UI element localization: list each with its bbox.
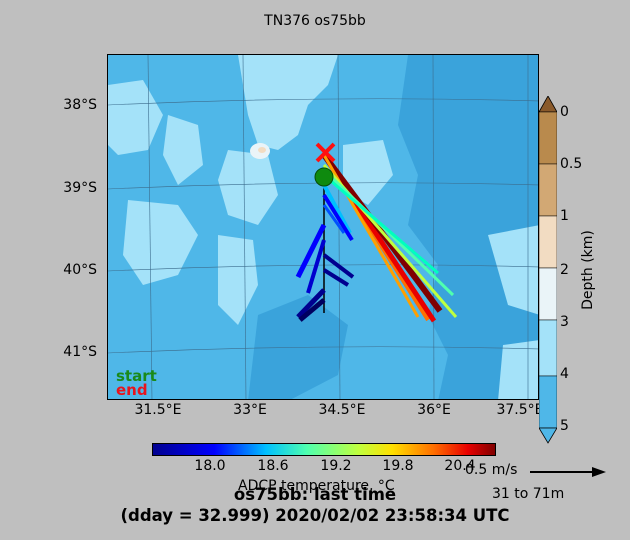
temp-tick-label: 20.4 <box>444 458 476 474</box>
footer-title-line2: (dday = 32.999) 2020/02/02 23:58:34 UTC <box>120 506 510 525</box>
shoal-area <box>123 200 198 285</box>
shoal-area <box>218 235 258 325</box>
lon-tick-label: 37.5°E <box>496 402 544 418</box>
map-canvas <box>108 55 538 399</box>
scale-depth-range-label: 31 to 71m <box>492 486 565 502</box>
end-marker <box>315 142 336 163</box>
start-marker <box>314 167 334 187</box>
temp-tick-label: 18.6 <box>257 458 289 474</box>
plot-title: TN376 os75bb <box>264 13 366 29</box>
start-legend-label: start <box>116 367 157 385</box>
current-vector <box>306 239 326 294</box>
depth-tick-label: 1 <box>560 208 569 224</box>
shoal-area <box>343 140 393 205</box>
current-vector <box>298 298 326 322</box>
depth-tick-label: 2 <box>560 262 569 278</box>
map-panel: start end <box>107 54 539 400</box>
current-vector <box>296 288 326 319</box>
current-vector <box>322 193 354 242</box>
depth-tick-label: 4 <box>560 366 569 382</box>
lon-tick-label: 31.5°E <box>134 402 182 418</box>
current-vector <box>295 223 327 279</box>
temp-tick-label: 19.8 <box>382 458 414 474</box>
lat-tick-label: 39°S <box>63 180 97 196</box>
lat-tick-label: 38°S <box>63 97 97 113</box>
footer-title-line1: os75bb: last time <box>233 485 397 504</box>
shoal-area <box>488 225 538 315</box>
end-legend-label: end <box>116 381 148 399</box>
shoal-area <box>108 80 163 155</box>
depth-tick-label: 0 <box>560 104 569 120</box>
scale-arrow <box>530 467 606 477</box>
temp-tick-label: 19.2 <box>320 458 352 474</box>
seamount-summit <box>258 147 266 153</box>
temp-tick-label: 18.0 <box>194 458 226 474</box>
current-vector <box>322 253 355 279</box>
lat-tick-label: 40°S <box>63 262 97 278</box>
lon-tick-label: 34.5°E <box>318 402 366 418</box>
temperature-axis-label: ADCP temperature, °C <box>238 478 395 494</box>
lat-tick-label: 41°S <box>63 344 97 360</box>
footer-title: os75bb: last time (dday = 32.999) 2020/0… <box>0 484 630 526</box>
depth-axis-label: Depth (km) <box>580 230 596 310</box>
lon-tick-label: 33°E <box>233 402 267 418</box>
depth-colorbar <box>539 96 557 444</box>
current-vector <box>322 168 455 297</box>
depth-tick-label: 3 <box>560 314 569 330</box>
current-vector <box>323 173 439 275</box>
depth-tick-label: 0.5 <box>560 156 583 172</box>
current-vector <box>322 184 352 234</box>
temperature-colorbar <box>152 443 496 456</box>
shoal-area <box>218 150 278 225</box>
current-vector <box>322 268 350 287</box>
shoal-area <box>238 55 338 150</box>
scale-speed-label: 0.5 m/s <box>465 462 518 478</box>
current-vectors <box>295 153 458 323</box>
depth-tick-label: 5 <box>560 418 569 434</box>
shoal-area <box>163 115 203 185</box>
lon-tick-label: 36°E <box>417 402 451 418</box>
current-vector <box>322 204 346 234</box>
